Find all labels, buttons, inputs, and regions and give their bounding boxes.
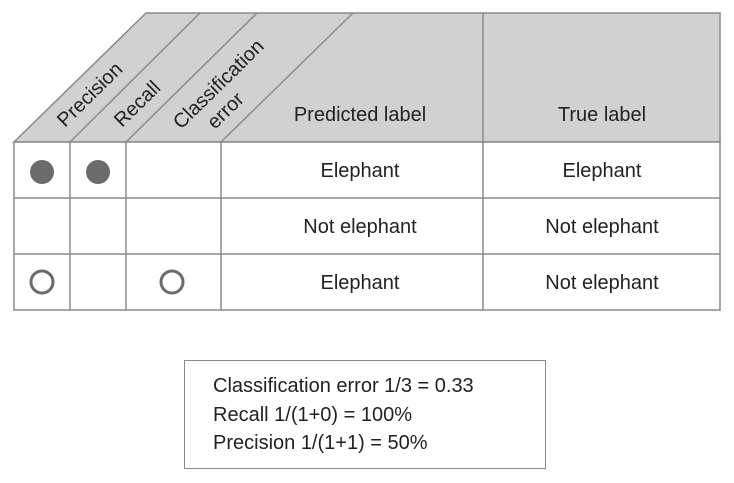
table-body (13, 141, 721, 311)
precision-marker-hollow (29, 269, 55, 295)
recall-formula: Recall 1/(1+0) = 100% (213, 404, 413, 426)
table-row: Not elephant Not elephant (303, 216, 659, 238)
classification-error-marker-hollow (159, 269, 185, 295)
precision-marker-filled (30, 160, 54, 184)
header-divider-recall-error (125, 12, 258, 143)
predicted-label-cell: Elephant (321, 160, 400, 182)
header-divider-error-predicted (220, 12, 354, 143)
true-label-cell: Not elephant (545, 216, 659, 238)
table-row: Elephant Not elephant (29, 269, 659, 295)
recall-marker-filled (86, 160, 110, 184)
predicted-label-cell: Not elephant (303, 216, 417, 238)
metrics-summary-box: Classification error 1/3 = 0.33 Recall 1… (184, 360, 546, 469)
true-label-cell: Elephant (563, 160, 642, 182)
header-predicted-label: Predicted label (294, 104, 426, 126)
table-row: Elephant Elephant (30, 160, 642, 184)
classification-error-formula: Classification error 1/3 = 0.33 (213, 375, 474, 397)
predicted-label-cell: Elephant (321, 272, 400, 294)
true-label-cell: Not elephant (545, 272, 659, 294)
precision-formula: Precision 1/(1+1) = 50% (213, 432, 428, 454)
header-divider-precision-recall (69, 12, 201, 143)
header-true-label: True label (558, 104, 646, 126)
